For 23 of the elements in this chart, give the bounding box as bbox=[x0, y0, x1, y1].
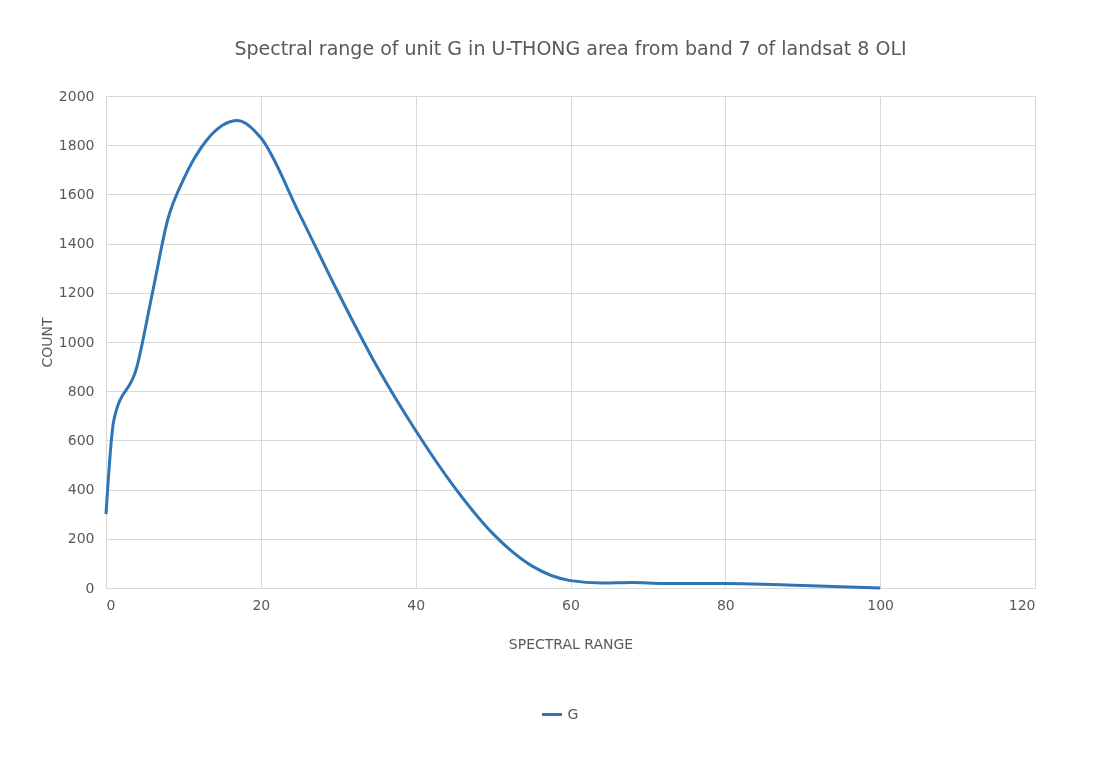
y-tick-label: 1600 bbox=[58, 185, 95, 202]
x-tick-label: 40 bbox=[407, 596, 426, 613]
legend-label: G bbox=[567, 705, 579, 722]
y-tick-label: 2000 bbox=[58, 87, 95, 104]
y-tick-label: 1400 bbox=[58, 235, 95, 252]
y-axis-title: COUNT bbox=[38, 317, 55, 368]
x-tick-label: 80 bbox=[716, 596, 735, 613]
y-tick-label: 800 bbox=[67, 382, 95, 399]
y-tick-label: 1000 bbox=[58, 333, 95, 350]
y-tick-label: 600 bbox=[67, 431, 95, 448]
chart-title: Spectral range of unit G in U-THONG area from band 7 of landsat 8 OLI bbox=[234, 37, 907, 59]
y-tick-label: 1800 bbox=[58, 136, 95, 153]
y-tick-label: 0 bbox=[85, 579, 95, 596]
y-tick-label: 200 bbox=[67, 530, 95, 547]
y-tick-label: 1200 bbox=[58, 284, 95, 301]
x-axis-title: SPECTRAL RANGE bbox=[508, 635, 634, 652]
y-tick-label: 400 bbox=[67, 481, 95, 498]
x-tick-label: 100 bbox=[867, 596, 895, 613]
line-series bbox=[104, 119, 882, 590]
x-tick-label: 0 bbox=[106, 596, 116, 613]
x-tick-label: 20 bbox=[252, 596, 271, 613]
x-tick-label: 60 bbox=[562, 596, 580, 613]
x-tick-label: 120 bbox=[1008, 596, 1036, 613]
